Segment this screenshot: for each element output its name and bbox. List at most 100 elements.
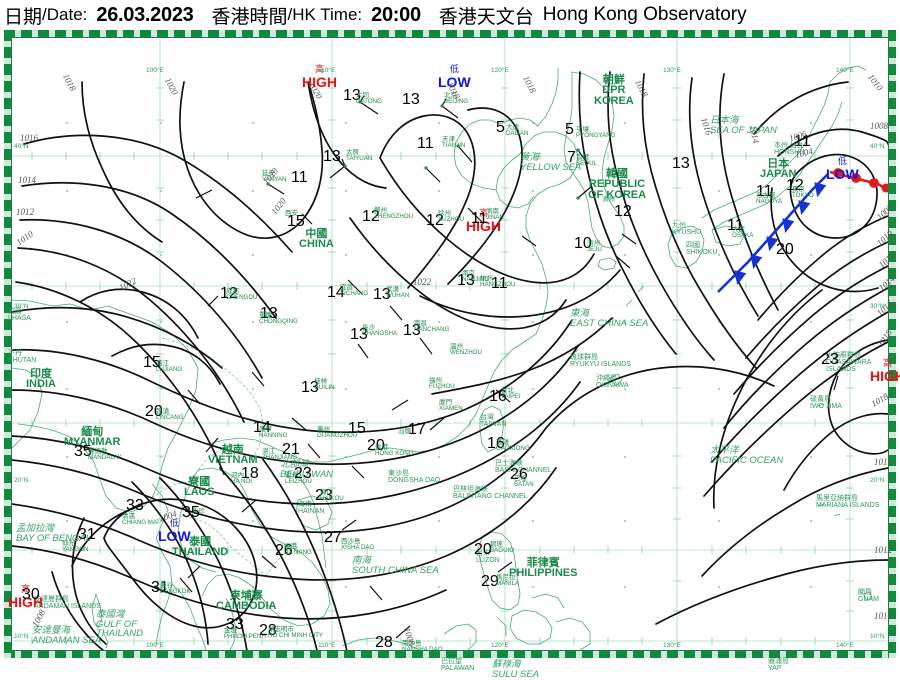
station-leizhou: 雷州 LEIZHOU (285, 471, 312, 485)
island-kyushu: 九州 KYUSHU (672, 221, 702, 237)
map-border-bottom (4, 651, 896, 658)
lon-label-110e-top: 110°E (318, 67, 336, 74)
station-xian: 西安 (285, 209, 298, 217)
island-andaman: 安達曼群島 ANDAMAN ISLANDS (34, 595, 101, 611)
channel-balintang: 巴林坦海峽 BALINTANG CHANNEL (453, 485, 528, 501)
island-palawan: 巴拉望 PALAWAN (441, 657, 475, 673)
map-border-right (889, 30, 896, 658)
map-border-left (4, 30, 11, 658)
temp-value: 5 (565, 121, 574, 138)
map-border-top (4, 30, 896, 37)
lon-label-100e-bottom: 100°E (146, 642, 164, 649)
sea-sea-of-japan: 日本海 SEA OF JAPAN (710, 115, 777, 136)
temp-value: 15 (287, 213, 305, 230)
lat-label-20n-right: 20°N (870, 477, 885, 484)
organization-cn: 香港天文台 (438, 5, 534, 28)
station-baguio: 碧瑤 BAGUIO (490, 540, 515, 554)
temp-value: 35 (182, 504, 200, 521)
temp-value: 11 (291, 169, 308, 186)
temp-value: 13 (350, 326, 368, 343)
temp-value: 31 (151, 579, 169, 596)
temp-value: 20 (474, 541, 492, 558)
isobar-label: 1012 (874, 545, 892, 555)
temp-value: 12 (362, 208, 380, 225)
station-haikou: 海口 HAIKOU (320, 488, 344, 502)
temp-value: 17 (408, 421, 426, 438)
station-da-nang: 峴港 DA NANG (284, 542, 312, 556)
map-plot-area (12, 38, 888, 650)
station-yichang: 宜昌 YICHANG (340, 283, 369, 297)
isobar-label: 1010 (874, 611, 892, 621)
station-changsha: 長沙 CHANGSHA (362, 323, 398, 337)
lon-label-130e-bottom: 130°E (663, 642, 681, 649)
temp-value: 16 (489, 388, 507, 405)
temp-value: 23 (315, 487, 333, 504)
station-chongqing: 重慶 CHONGQING (259, 311, 298, 325)
country-vietnam: 越南 VIETNAM (208, 443, 258, 466)
station-wuhan: 武漢 WUHAN (386, 285, 410, 299)
station-shantou: 汕頭 (398, 427, 411, 435)
date-label-cn: 日期 (4, 5, 43, 28)
station-zhanjiang: 湛江 ZHANJIANG (262, 447, 298, 461)
station-chengdu: 成都 CHENGDU (226, 287, 258, 301)
temp-value: 28 (259, 622, 277, 639)
temp-value: 33 (126, 497, 144, 514)
temp-value: 13 (672, 155, 690, 172)
temp-value: 31 (78, 526, 96, 543)
temp-value: 29 (481, 573, 499, 590)
temp-value: 5 (496, 119, 505, 136)
station-datong: 大同 DATONG (356, 91, 382, 105)
sea-east-china-sea: 東海 EAST CHINA SEA (570, 308, 649, 329)
channel-bashi: 巴士海峽 BASHI CHANNEL (495, 459, 552, 475)
station-beijing: 北京 BEIJING (444, 91, 469, 105)
island-mariana: 馬里亞納群島 MARIANA ISLANDS (816, 494, 880, 510)
island-okinawa: 沖繩島 OKINAWA (596, 374, 629, 390)
island-honshu: 本州 HONSHU (774, 141, 805, 157)
lon-label-120e-bottom: 120°E (491, 642, 509, 649)
station-taipei: 台北 TAIPEI (501, 386, 521, 400)
time-label-cn: 香港時間 (211, 5, 288, 28)
station-nanning: 南寧 NANNING (259, 425, 288, 439)
pressure-high-1: 高 HIGH (302, 65, 337, 90)
island-luzon: 呂宋 LUZON (476, 549, 500, 565)
map-frame: 高 HIGH 低 LOW 高 HIGH 低 LOW 低 LOW 高 HIGH 高… (4, 30, 900, 679)
station-dalian: 大連 DALIAN (506, 123, 529, 137)
temp-value: 7 (567, 149, 576, 166)
pressure-high-4: 高 HIGH (870, 359, 900, 384)
chart-header: 日期/Date: 26.03.2023 香港時間/HK Time: 20:00 香港天文… (0, 0, 900, 30)
isobar-label: 1016 (874, 457, 892, 467)
station-yangon: 仰光 YANGON (62, 539, 89, 553)
temp-value: 23 (821, 351, 839, 368)
island-ogasawara: 小笠原群島 OGASAWARA ISLANDS (826, 351, 872, 374)
station-nanjing: 南京 NANJING (462, 269, 490, 283)
lon-label-140e-bottom: 140°E (836, 642, 854, 649)
lon-label-110e-bottom: 110°E (318, 642, 336, 649)
lat-label-30n-right: 30°N (870, 303, 885, 310)
temp-value: 13 (457, 272, 475, 289)
political-boundaries (151, 337, 297, 577)
temp-value: 13 (403, 322, 421, 339)
temp-value: 18 (241, 465, 259, 482)
sea-sulu-sea: 蘇祿海 SULU SEA (492, 659, 539, 680)
wind-barbs (179, 95, 839, 639)
coastlines (12, 65, 873, 650)
temp-value: 13 (402, 91, 420, 108)
isobar-label: 1022 (413, 277, 431, 287)
lon-label-140e-top: 140°E (836, 67, 854, 74)
station-ha-noi: 河內 HA NOI (231, 471, 252, 485)
station-ho-chi-minh-city: 胡志明市 HO CHI MINH CITY (268, 625, 323, 639)
pressure-low-1: 低 LOW (438, 65, 471, 90)
temp-value: 11 (417, 135, 434, 152)
country-bhutan: 不丹 BHUTAN (8, 349, 37, 365)
organization-en: Hong Kong Observatory (542, 4, 747, 25)
station-hong-kong: 香港 HONG KONG (375, 443, 414, 457)
date-value: 26.03.2023 (96, 3, 194, 26)
isobar-label: 1012 (16, 207, 34, 217)
sea-pacific-ocean: 太平洋 PACIFIC OCEAN (710, 445, 784, 466)
temp-value: 30 (22, 586, 40, 603)
station-xuzhou: 徐州 XUZHOU (438, 209, 465, 223)
temp-value: 12 (426, 212, 444, 229)
temp-value: 21 (282, 441, 300, 458)
island-hainan: 海南 HAINAN (298, 500, 325, 516)
station-tokyo: 東京 TOKYO (792, 185, 814, 199)
